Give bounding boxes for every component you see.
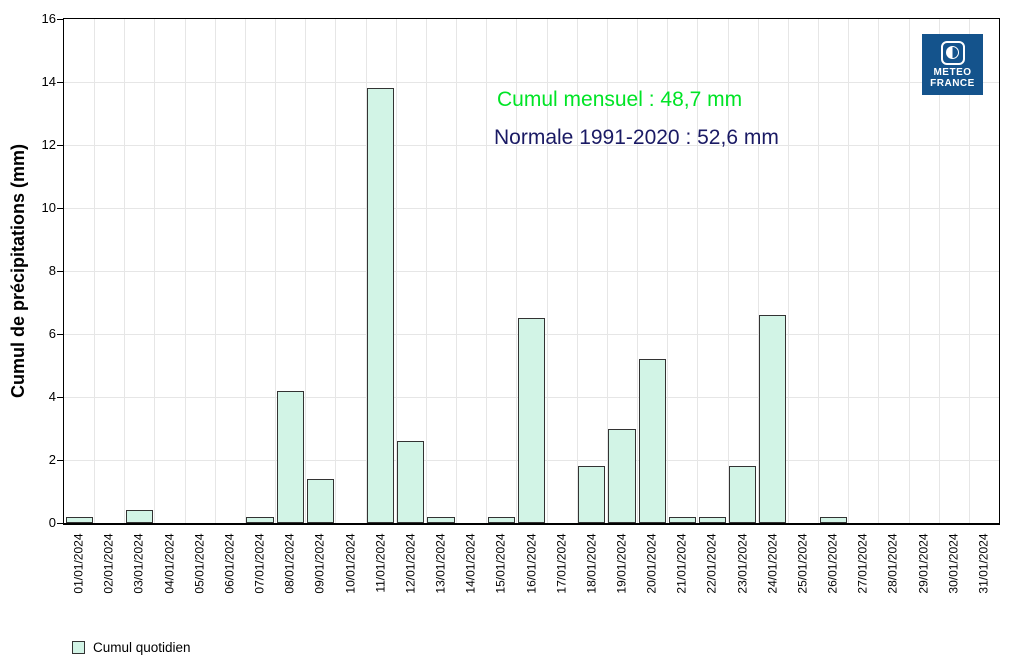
bar	[367, 88, 395, 523]
bar	[698, 516, 727, 523]
x-tick-label: 22/01/2024	[704, 533, 719, 594]
horizontal-gridline	[64, 82, 999, 83]
x-tick-label: 08/01/2024	[282, 533, 297, 594]
x-tick-label: 23/01/2024	[735, 533, 750, 594]
y-tick-label: 10	[41, 200, 56, 215]
y-tick	[57, 82, 63, 83]
x-tick-label: 26/01/2024	[825, 533, 840, 594]
logo-text-line1: METEO	[933, 66, 972, 78]
x-tick-label: 27/01/2024	[855, 533, 870, 594]
y-tick-label: 16	[41, 11, 56, 26]
normal-annotation: Normale 1991-2020 : 52,6 mm	[494, 126, 779, 149]
x-tick-label: 31/01/2024	[976, 533, 991, 594]
legend-label: Cumul quotidien	[93, 640, 191, 655]
bar	[759, 315, 787, 523]
meteo-france-icon	[940, 40, 965, 65]
y-tick	[57, 145, 63, 146]
y-tick	[57, 460, 63, 461]
horizontal-gridline	[64, 271, 999, 272]
sun-circle-icon	[946, 46, 959, 59]
x-tick-label: 29/01/2024	[916, 533, 931, 594]
x-tick-label: 30/01/2024	[946, 533, 961, 594]
y-tick	[57, 208, 63, 209]
x-tick-label: 11/01/2024	[373, 533, 388, 593]
bar	[306, 478, 334, 523]
bar	[397, 441, 425, 523]
y-tick-label: 2	[48, 452, 56, 467]
bar	[819, 516, 847, 523]
x-tick-label: 24/01/2024	[765, 533, 780, 594]
y-tick	[57, 334, 63, 335]
legend-swatch	[72, 641, 85, 654]
x-tick-label: 09/01/2024	[312, 533, 327, 594]
x-tick-label: 13/01/2024	[433, 533, 448, 594]
x-tick-label: 28/01/2024	[885, 533, 900, 594]
x-tick-label: 16/01/2024	[524, 533, 538, 594]
meteo-france-logo: METEO FRANCE	[922, 34, 983, 95]
x-tick-label: 05/01/2024	[192, 533, 207, 594]
plot-area	[63, 18, 1000, 525]
y-tick-label: 4	[48, 389, 56, 404]
x-tick-label: 01/01/2024	[71, 533, 86, 594]
y-tick-label: 8	[48, 263, 56, 278]
y-tick-label: 14	[41, 74, 56, 89]
legend: Cumul quotidien	[72, 640, 191, 655]
x-tick-label: 15/01/2024	[493, 533, 508, 594]
x-tick-label: 06/01/2024	[222, 533, 237, 594]
bar	[517, 318, 546, 523]
x-tick-label: 03/01/2024	[131, 533, 146, 594]
horizontal-gridline	[64, 208, 999, 209]
y-tick	[57, 19, 63, 20]
x-tick-label: 21/01/2024	[674, 533, 689, 594]
x-tick-label: 04/01/2024	[162, 533, 177, 594]
bar	[246, 516, 274, 523]
bar	[608, 428, 636, 523]
x-tick-label: 10/01/2024	[343, 533, 358, 594]
bar	[427, 516, 455, 523]
monthly-total-annotation: Cumul mensuel : 48,7 mm	[497, 88, 743, 111]
y-tick	[57, 397, 63, 398]
bar	[578, 466, 606, 523]
y-tick-label: 12	[41, 137, 56, 152]
bar	[729, 466, 757, 523]
bar	[65, 516, 93, 523]
logo-text-line2: FRANCE	[930, 77, 975, 89]
bar	[668, 516, 696, 523]
y-tick	[57, 271, 63, 272]
x-tick-label: 02/01/2024	[101, 533, 116, 594]
y-tick	[57, 523, 63, 524]
bar	[487, 516, 515, 523]
y-tick-label: 0	[48, 515, 56, 530]
x-tick-label: 17/01/2024	[554, 533, 569, 594]
bar	[125, 510, 153, 523]
y-tick-label: 6	[48, 326, 56, 341]
x-tick-label: 14/01/2024	[463, 533, 478, 594]
bar	[638, 359, 666, 523]
x-tick-label: 19/01/2024	[614, 533, 629, 594]
x-tick-label: 18/01/2024	[584, 533, 599, 594]
x-tick-label: 20/01/2024	[644, 533, 659, 594]
x-tick-label: 12/01/2024	[403, 533, 418, 594]
x-tick-label: 07/01/2024	[252, 533, 267, 594]
horizontal-gridline	[64, 145, 999, 146]
bar	[276, 390, 304, 523]
x-tick-label: 25/01/2024	[795, 533, 810, 594]
